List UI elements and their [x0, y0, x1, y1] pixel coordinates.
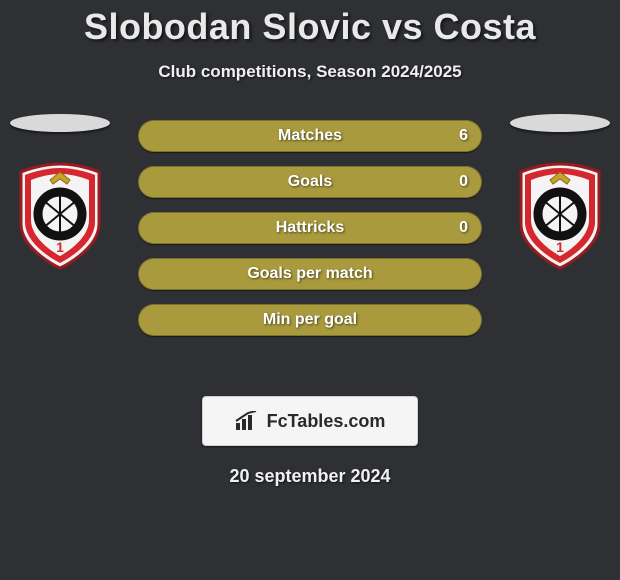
comparison-card: Slobodan Slovic vs Costa Club competitio…	[0, 0, 620, 487]
stat-right-value: 6	[459, 127, 468, 145]
stat-label: Min per goal	[263, 311, 357, 329]
crest-number-left: 1	[56, 239, 64, 255]
stat-label: Goals	[288, 173, 332, 191]
stat-row: Min per goal	[138, 304, 482, 336]
stat-label: Goals per match	[247, 265, 372, 283]
player-left-silhouette	[10, 114, 110, 132]
brand-text: FcTables.com	[267, 411, 386, 432]
chart-icon	[235, 411, 261, 431]
player-left-column: 1	[0, 114, 120, 270]
stat-right-value: 0	[459, 219, 468, 237]
subtitle: Club competitions, Season 2024/2025	[0, 62, 620, 82]
player-right-column: 1	[500, 114, 620, 270]
stat-row: Goals 0	[138, 166, 482, 198]
stat-row: Goals per match	[138, 258, 482, 290]
stat-right-value: 0	[459, 173, 468, 191]
player-right-silhouette	[510, 114, 610, 132]
brand-badge[interactable]: FcTables.com	[202, 396, 418, 446]
comparison-body: 1 1 Matches 6	[0, 120, 620, 370]
crest-number-right: 1	[556, 239, 564, 255]
date-line: 20 september 2024	[0, 466, 620, 487]
page-title: Slobodan Slovic vs Costa	[0, 6, 620, 48]
club-crest-right: 1	[515, 162, 605, 270]
club-crest-left: 1	[15, 162, 105, 270]
stat-row: Matches 6	[138, 120, 482, 152]
stat-label: Hattricks	[276, 219, 344, 237]
stat-row: Hattricks 0	[138, 212, 482, 244]
stat-label: Matches	[278, 127, 342, 145]
stats-list: Matches 6 Goals 0 Hattricks 0 Goals per …	[138, 120, 482, 336]
